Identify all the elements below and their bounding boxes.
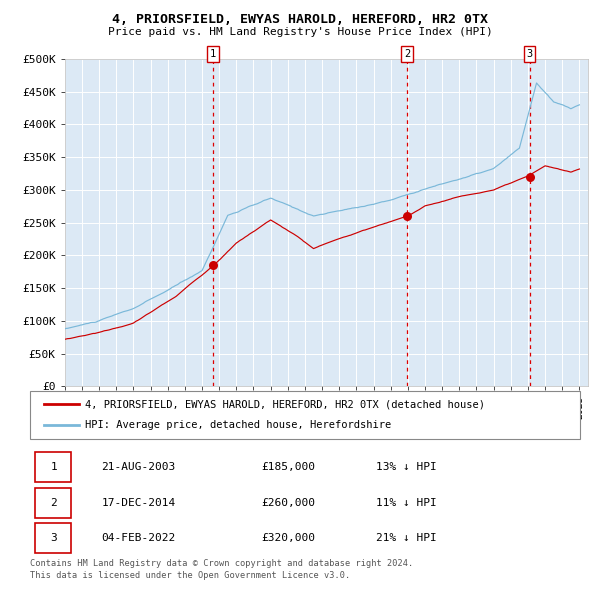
Text: 1: 1: [210, 49, 216, 59]
Text: HPI: Average price, detached house, Herefordshire: HPI: Average price, detached house, Here…: [85, 421, 391, 431]
Text: £260,000: £260,000: [261, 498, 315, 507]
Text: 4, PRIORSFIELD, EWYAS HAROLD, HEREFORD, HR2 0TX: 4, PRIORSFIELD, EWYAS HAROLD, HEREFORD, …: [112, 13, 488, 26]
Text: 1: 1: [50, 463, 57, 472]
Text: 2: 2: [50, 498, 57, 507]
Text: 11% ↓ HPI: 11% ↓ HPI: [376, 498, 437, 507]
FancyBboxPatch shape: [35, 523, 71, 553]
Text: 4, PRIORSFIELD, EWYAS HAROLD, HEREFORD, HR2 0TX (detached house): 4, PRIORSFIELD, EWYAS HAROLD, HEREFORD, …: [85, 399, 485, 409]
Text: £185,000: £185,000: [261, 463, 315, 472]
Text: Price paid vs. HM Land Registry's House Price Index (HPI): Price paid vs. HM Land Registry's House …: [107, 27, 493, 37]
Text: 17-DEC-2014: 17-DEC-2014: [101, 498, 176, 507]
Text: 3: 3: [50, 533, 57, 543]
Text: 04-FEB-2022: 04-FEB-2022: [101, 533, 176, 543]
Text: This data is licensed under the Open Government Licence v3.0.: This data is licensed under the Open Gov…: [30, 571, 350, 580]
FancyBboxPatch shape: [35, 453, 71, 482]
FancyBboxPatch shape: [35, 488, 71, 517]
Text: Contains HM Land Registry data © Crown copyright and database right 2024.: Contains HM Land Registry data © Crown c…: [30, 559, 413, 568]
Text: 21-AUG-2003: 21-AUG-2003: [101, 463, 176, 472]
Text: 2: 2: [404, 49, 410, 59]
Text: £320,000: £320,000: [261, 533, 315, 543]
Text: 3: 3: [526, 49, 533, 59]
Text: 13% ↓ HPI: 13% ↓ HPI: [376, 463, 437, 472]
Text: 21% ↓ HPI: 21% ↓ HPI: [376, 533, 437, 543]
